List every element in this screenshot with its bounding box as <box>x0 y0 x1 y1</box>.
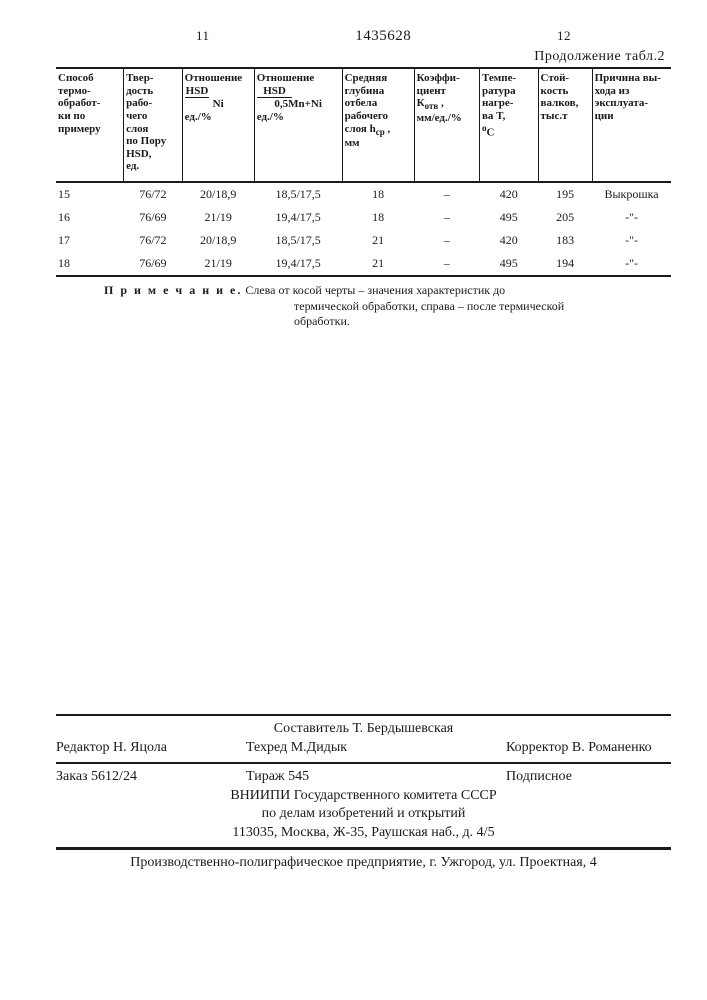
cell: 495 <box>479 206 538 229</box>
cell: 20/18,9 <box>182 229 254 252</box>
col-ratio2: Отношение HSD 0,5Mn+Niед./% <box>254 69 342 182</box>
cell: 76/69 <box>124 252 183 275</box>
page-root: 11 1435628 12 Продолжение табл.2 Способт… <box>0 0 707 1000</box>
cell: 21 <box>342 229 414 252</box>
note-label: П р и м е ч а н и е. <box>104 283 242 297</box>
table-row: 18 76/69 21/19 19,4/17,5 21 – 495 194 -"… <box>56 252 671 275</box>
cell: 205 <box>538 206 592 229</box>
col-depth: Средняяглубинаотбеларабочегослоя hср ,мм <box>342 69 414 182</box>
col-temp: Темпе-ратуранагре-ва T,оС <box>479 69 538 182</box>
cell: 76/72 <box>124 229 183 252</box>
cell: 18 <box>342 206 414 229</box>
editor: Редактор Н. Яцола <box>56 739 246 758</box>
cell: 21/19 <box>182 252 254 275</box>
cell: -"- <box>592 206 671 229</box>
cell: 18 <box>342 182 414 206</box>
cell: 195 <box>538 182 592 206</box>
document-number: 1435628 <box>355 28 411 45</box>
cell: 18,5/17,5 <box>254 182 342 206</box>
printshop-line: Производственно-полиграфическое предприя… <box>56 854 671 873</box>
order: Заказ 5612/24 <box>56 768 246 787</box>
table-row: 15 76/72 20/18,9 18,5/17,5 18 – 420 195 … <box>56 182 671 206</box>
table-row: 16 76/69 21/19 19,4/17,5 18 – 495 205 -"… <box>56 206 671 229</box>
cell: 76/72 <box>124 182 183 206</box>
cell: 20/18,9 <box>182 182 254 206</box>
note-text-3: обработки. <box>104 314 663 330</box>
cell: 19,4/17,5 <box>254 252 342 275</box>
cell: – <box>414 182 479 206</box>
cell: 21 <box>342 252 414 275</box>
table: Способтермо-обработ-ки попримеру Твер-до… <box>56 69 671 275</box>
page-number-left: 11 <box>196 28 210 45</box>
address-line: 113035, Москва, Ж-35, Раушская наб., д. … <box>56 824 671 843</box>
col-life: Стой-костьвалков,тыс.т <box>538 69 592 182</box>
cell: 18 <box>56 252 124 275</box>
note-text-2: термической обработки, справа – после те… <box>104 299 663 315</box>
col-method: Способтермо-обработ-ки попримеру <box>56 69 124 182</box>
cell: 17 <box>56 229 124 252</box>
page-number-right: 12 <box>557 28 571 45</box>
cell: 15 <box>56 182 124 206</box>
cell: 194 <box>538 252 592 275</box>
cell: 420 <box>479 229 538 252</box>
col-ratio1: ОтношениеHSDNiед./% <box>182 69 254 182</box>
corrector: Корректор В. Романенко <box>506 739 671 758</box>
cell: -"- <box>592 252 671 275</box>
table-header-row: Способтермо-обработ-ки попримеру Твер-до… <box>56 69 671 182</box>
cell: – <box>414 252 479 275</box>
col-coef: Коэффи-циентКотв ,мм/ед./% <box>414 69 479 182</box>
cell: 420 <box>479 182 538 206</box>
cell: – <box>414 229 479 252</box>
table-note: П р и м е ч а н и е. Слева от косой черт… <box>56 277 671 334</box>
cell: 21/19 <box>182 206 254 229</box>
compiler-line: Составитель Т. Бердышевская <box>56 720 671 739</box>
cell: 495 <box>479 252 538 275</box>
divider <box>56 762 671 764</box>
cell: 18,5/17,5 <box>254 229 342 252</box>
note-text-1: Слева от косой черты – значения характер… <box>245 283 505 297</box>
cell: Выкрошка <box>592 182 671 206</box>
signed: Подписное <box>506 768 671 787</box>
table-row: 17 76/72 20/18,9 18,5/17,5 21 – 420 183 … <box>56 229 671 252</box>
cell: 183 <box>538 229 592 252</box>
divider <box>56 714 671 716</box>
colophon-block: Составитель Т. Бердышевская Редактор Н. … <box>56 714 671 873</box>
cell: 76/69 <box>124 206 183 229</box>
table-2: Способтермо-обработ-ки попримеру Твер-до… <box>56 67 671 277</box>
org-line-1: ВНИИПИ Государственного комитета СССР <box>56 787 671 806</box>
table-body: 15 76/72 20/18,9 18,5/17,5 18 – 420 195 … <box>56 182 671 275</box>
page-header: 11 1435628 12 <box>56 28 671 45</box>
cell: – <box>414 206 479 229</box>
editors-line: Редактор Н. Яцола Техред М.Дидык Коррект… <box>56 739 671 758</box>
cell: -"- <box>592 229 671 252</box>
cell: 19,4/17,5 <box>254 206 342 229</box>
table-continuation-label: Продолжение табл.2 <box>56 49 665 65</box>
cell: 16 <box>56 206 124 229</box>
divider-thick <box>56 847 671 850</box>
techred: Техред М.Дидык <box>246 739 506 758</box>
order-line: Заказ 5612/24 Тираж 545 Подписное <box>56 768 671 787</box>
tirage: Тираж 545 <box>246 768 506 787</box>
col-reason: Причина вы-хода изэксплуата-ции <box>592 69 671 182</box>
org-line-2: по делам изобретений и открытий <box>56 805 671 824</box>
col-hardness: Твер-достьрабо-чегослояпо ПоруHSD,ед. <box>124 69 183 182</box>
